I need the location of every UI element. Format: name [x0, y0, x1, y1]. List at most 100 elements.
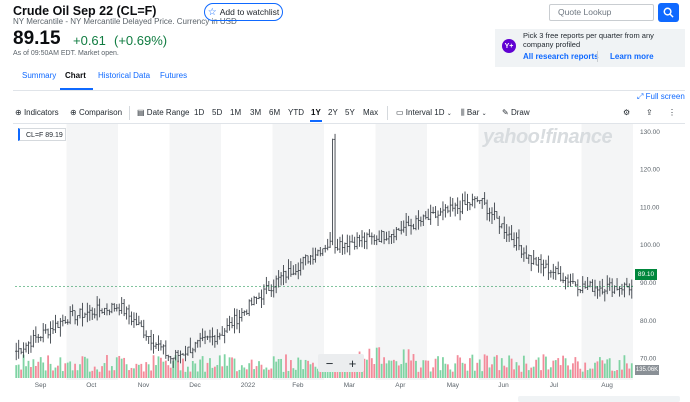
volume-bar — [152, 355, 155, 378]
volume-bar — [331, 369, 334, 378]
comparison-label: Comparison — [78, 108, 123, 117]
more-options-button[interactable]: ⋮ — [668, 108, 676, 117]
volume-bar — [623, 355, 626, 378]
range-6m[interactable]: 6M — [269, 108, 281, 117]
volume-bar — [567, 365, 569, 378]
volume-bar — [586, 370, 589, 378]
range-2y[interactable]: 2Y — [328, 108, 338, 117]
volume-bar — [459, 357, 462, 378]
volume-bar — [174, 354, 177, 378]
volume-bar — [236, 371, 238, 378]
active-tab-indicator — [60, 88, 93, 90]
volume-bar — [135, 363, 138, 378]
month-band — [66, 124, 118, 380]
volume-bar — [432, 367, 435, 378]
volume-bar — [469, 358, 471, 378]
indicators-button[interactable]: ⊕ Indicators — [15, 108, 59, 117]
quote-lookup-input[interactable]: Quote Lookup — [549, 4, 654, 21]
add-to-watchlist-button[interactable]: ☆ Add to watchlist — [204, 3, 283, 21]
volume-bar — [128, 370, 130, 378]
draw-label: Draw — [510, 108, 530, 117]
range-3m[interactable]: 3M — [250, 108, 262, 117]
volume-bar — [598, 357, 601, 378]
volume-bar — [461, 362, 464, 378]
volume-bar — [471, 354, 474, 378]
volume-bar — [557, 358, 560, 378]
all-research-reports-link[interactable]: All research reports — [523, 52, 599, 61]
tab-summary[interactable]: Summary — [22, 71, 57, 80]
range-1y[interactable]: 1Y — [311, 108, 321, 117]
toolbar-divider — [129, 106, 130, 120]
volume-bar — [478, 359, 481, 378]
range-ytd[interactable]: YTD — [288, 108, 304, 117]
volume-bar — [231, 357, 233, 378]
range-5y[interactable]: 5Y — [345, 108, 355, 117]
volume-bar — [177, 360, 179, 378]
share-button[interactable]: ⇪ — [646, 108, 653, 117]
volume-bar — [402, 349, 405, 378]
zoom-out-button[interactable]: − — [325, 355, 334, 371]
pencil-icon: ✎ — [502, 108, 509, 117]
volume-bar — [545, 356, 547, 378]
x-axis-labels: Sep Oct Nov Dec 2022 Feb Mar Apr May Jun Jul Aug — [35, 382, 613, 389]
volume-bar — [98, 371, 101, 378]
volume-bar — [314, 366, 317, 378]
volume-bar — [562, 355, 565, 378]
chart-type-dropdown[interactable]: ⫼ Bar ⌄ — [461, 108, 487, 118]
date-range-button[interactable]: ▤ Date Range — [137, 108, 190, 117]
tab-historical-data[interactable]: Historical Data — [98, 71, 151, 80]
learn-more-link[interactable]: Learn more — [610, 52, 654, 61]
comparison-button[interactable]: ⊕ Comparison — [70, 108, 122, 117]
volume-bar — [103, 363, 106, 378]
volume-bar — [34, 365, 37, 378]
settings-button[interactable]: ⚙ — [623, 108, 630, 117]
volume-bar — [326, 369, 329, 378]
volume-bar — [483, 354, 486, 378]
y-tick-label: 130.00 — [640, 129, 660, 136]
volume-bar — [493, 356, 496, 378]
volume-bar — [189, 371, 192, 378]
volume-bar — [437, 356, 439, 378]
volume-bar — [218, 355, 221, 378]
price-chart[interactable]: 130.00120.00110.00100.0090.0080.0070.00 … — [13, 124, 681, 392]
bar-chart-icon: ⫼ — [461, 108, 465, 117]
volume-bar — [491, 364, 493, 378]
x-tick-label: Mar — [344, 382, 356, 389]
full-screen-button[interactable]: ⤢ Full screen — [637, 92, 685, 102]
x-tick-label: May — [447, 382, 460, 389]
tab-futures[interactable]: Futures — [160, 71, 188, 80]
volume-bar — [304, 359, 307, 378]
range-1m[interactable]: 1M — [230, 108, 242, 117]
y-tick-label: 110.00 — [640, 204, 660, 211]
search-button[interactable] — [658, 3, 679, 22]
volume-bar — [498, 370, 501, 378]
volume-bar — [226, 365, 229, 378]
volume-bar — [518, 365, 520, 378]
more-dots-icon: ⋮ — [668, 108, 676, 117]
volume-bar — [79, 364, 81, 378]
volume-bar — [228, 357, 231, 378]
zoom-in-button[interactable]: + — [348, 355, 357, 371]
volume-bar — [282, 371, 285, 378]
volume-bar — [422, 360, 425, 378]
volume-bar — [316, 368, 319, 378]
volume-bar — [410, 360, 412, 378]
interval-label: Interval — [405, 108, 433, 117]
scroll-nav[interactable] — [518, 396, 680, 402]
volume-bar — [179, 370, 182, 378]
promo-panel — [495, 29, 685, 67]
volume-bar — [525, 363, 528, 378]
range-1d[interactable]: 1D — [194, 108, 205, 117]
volume-bar — [454, 363, 457, 378]
volume-bar — [57, 365, 59, 378]
page-title: Crude Oil Sep 22 (CL=F) — [13, 4, 157, 18]
volume-bar — [473, 370, 476, 378]
volume-bar — [363, 358, 366, 378]
tab-chart[interactable]: Chart — [65, 71, 86, 80]
ohlc-bars — [15, 133, 633, 368]
interval-dropdown[interactable]: ▭ Interval 1D ⌄ — [396, 108, 452, 117]
draw-button[interactable]: ✎ Draw — [502, 108, 530, 117]
range-max[interactable]: Max — [363, 108, 379, 117]
range-5d[interactable]: 5D — [212, 108, 223, 117]
volume-bar — [508, 355, 511, 378]
